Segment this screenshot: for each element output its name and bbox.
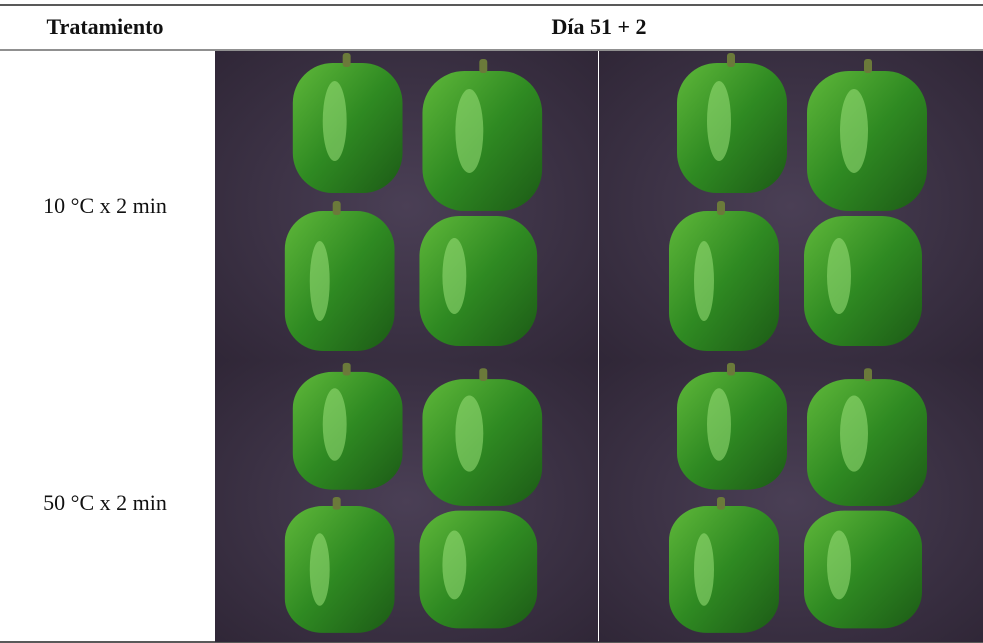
row-label: 10 °C x 2 min (43, 193, 167, 218)
photo (599, 361, 983, 642)
header-cell: Día 51 + 2 (551, 14, 646, 39)
photo (215, 51, 598, 361)
header-cell: Tratamiento (47, 14, 164, 39)
row-label: 50 °C x 2 min (43, 490, 167, 515)
photo (599, 51, 983, 361)
photo (215, 361, 598, 642)
